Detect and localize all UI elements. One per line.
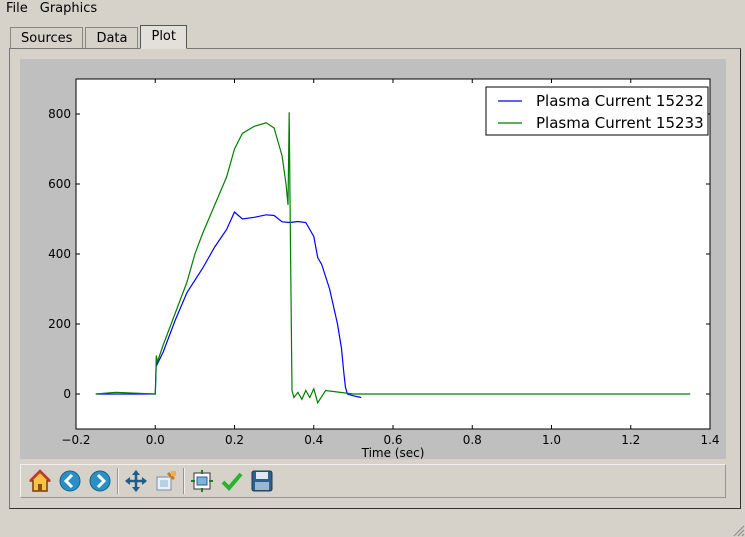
tab-sources[interactable]: Sources — [10, 27, 84, 49]
series-line-1 — [95, 211, 362, 399]
menu-file[interactable]: File — [6, 1, 28, 16]
series-line-2 — [95, 112, 691, 405]
y-tick-label: 800 — [48, 107, 71, 121]
zoom-icon — [156, 471, 176, 491]
back-button[interactable] — [55, 466, 85, 496]
resize-grip-icon[interactable] — [731, 523, 745, 537]
plot-panel: −0.2 0.0 0.2 0.4 0.6 0.8 1.0 1.2 1.4 0 200 400 600 80… — [9, 48, 741, 509]
home-icon — [29, 469, 51, 492]
x-tick-label: 0.6 — [383, 433, 402, 447]
menu-graphics[interactable]: Graphics — [39, 1, 98, 16]
plot-svg: −0.2 0.0 0.2 0.4 0.6 0.8 1.0 1.2 1.4 0 200 400 600 80… — [48, 78, 720, 459]
pan-button[interactable] — [121, 466, 151, 496]
legend-label: Plasma Current 15232 — [536, 92, 704, 110]
x-tick-label: 0.4 — [304, 433, 323, 447]
home-button[interactable] — [25, 466, 55, 496]
save-icon — [251, 470, 273, 492]
y-tick-label: 600 — [48, 177, 71, 191]
x-tick-label: 1.2 — [621, 433, 640, 447]
zoom-button[interactable] — [151, 466, 181, 496]
x-tick-label: 0.0 — [146, 433, 165, 447]
x-tick-label: −0.2 — [61, 433, 90, 447]
subplot-configure-icon — [191, 470, 213, 492]
forward-icon — [89, 470, 111, 492]
x-tick-label: 0.8 — [463, 433, 482, 447]
toolbar-separator — [183, 468, 185, 494]
apply-button[interactable] — [217, 466, 247, 496]
x-tick-label: 1.0 — [542, 433, 561, 447]
legend-label: Plasma Current 15233 — [536, 114, 704, 132]
tab-bar: Sources Data Plot — [10, 25, 189, 49]
forward-button[interactable] — [85, 466, 115, 496]
tab-data[interactable]: Data — [85, 27, 139, 49]
subplot-configure-button[interactable] — [187, 466, 217, 496]
back-icon — [59, 470, 81, 492]
legend-box — [485, 86, 709, 136]
checkmark-icon — [221, 472, 243, 491]
save-button[interactable] — [247, 466, 277, 496]
navigation-toolbar — [20, 464, 726, 498]
toolbar-separator — [117, 468, 119, 494]
pan-icon — [125, 470, 147, 492]
tab-plot[interactable]: Plot — [140, 25, 187, 49]
x-axis-label: Time (sec) — [361, 446, 425, 459]
plot-area — [75, 78, 711, 430]
x-tick-label: 0.2 — [225, 433, 244, 447]
x-tick-label: 1.4 — [700, 433, 719, 447]
figure-canvas[interactable]: −0.2 0.0 0.2 0.4 0.6 0.8 1.0 1.2 1.4 0 200 400 600 80… — [20, 59, 726, 459]
y-tick-label: 400 — [48, 247, 71, 261]
menubar: File Graphics — [0, 0, 745, 18]
y-tick-label: 200 — [48, 317, 71, 331]
y-tick-label: 0 — [63, 387, 71, 401]
